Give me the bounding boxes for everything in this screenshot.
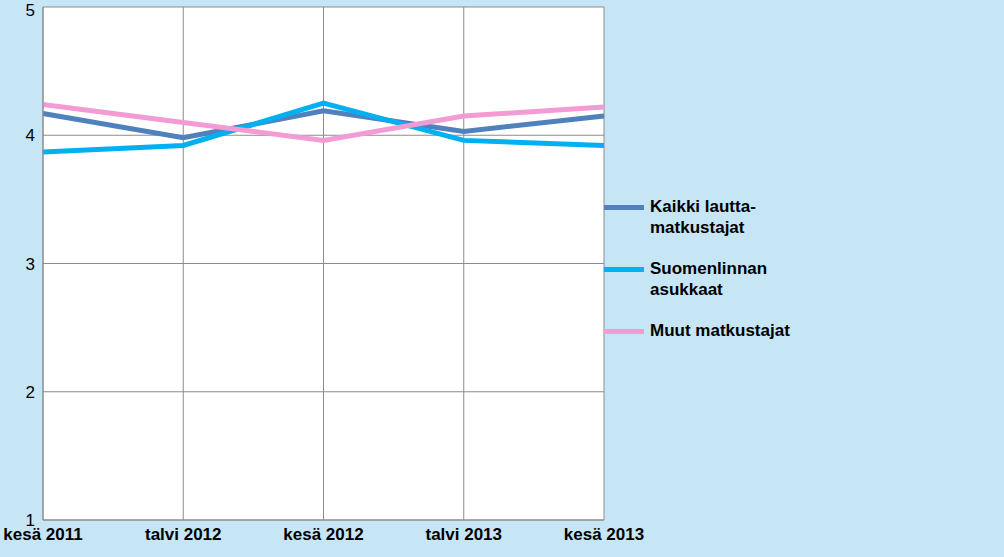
svg-text:talvi 2013: talvi 2013 [425,525,502,544]
svg-text:5: 5 [26,1,35,20]
svg-text:talvi 2012: talvi 2012 [145,525,222,544]
svg-text:3: 3 [26,255,35,274]
html-text:Muut matkustajat: Muut matkustajat [650,321,790,340]
svg-text:2: 2 [26,383,35,402]
html-text:Kaikki lautta-matkustajat: Kaikki lautta-matkustajat [650,197,756,237]
svg-text:kesä 2013: kesä 2013 [564,525,644,544]
svg-text:4: 4 [26,126,35,145]
svg-text:kesä 2012: kesä 2012 [283,525,363,544]
html-text:Suomenlinnan asukkaat: Suomenlinnan asukkaat [650,259,768,299]
svg-text:kesä 2011: kesä 2011 [8,525,83,544]
svg-text:1: 1 [26,511,35,530]
